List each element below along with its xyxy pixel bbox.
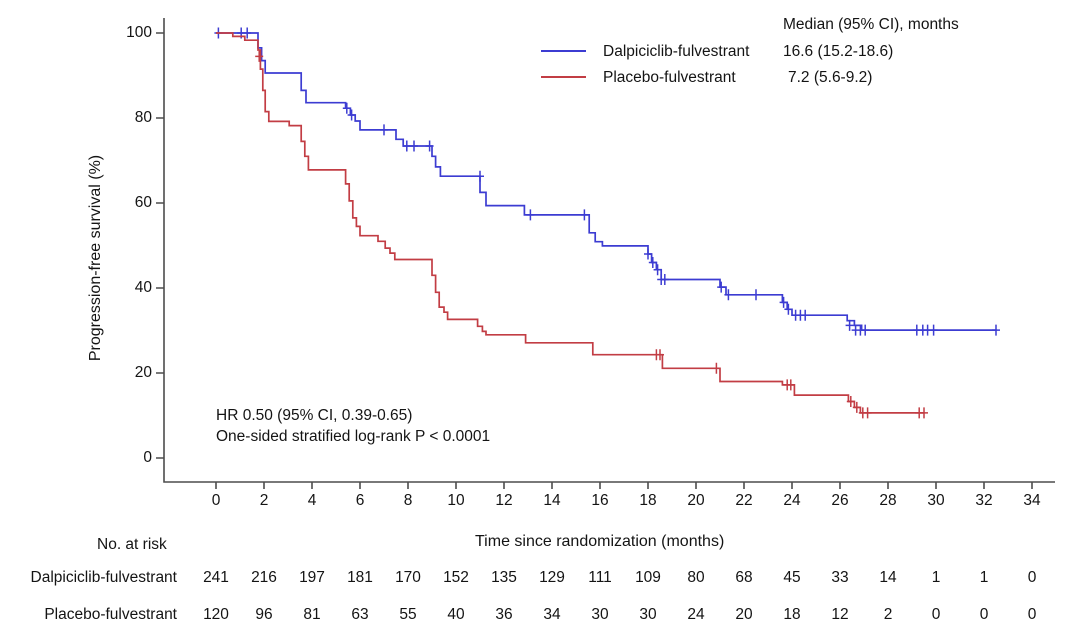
risk-count-dalpiciclib: 197 [299, 569, 325, 586]
y-tick-label: 80 [134, 109, 152, 126]
legend-swatch-dalpiciclib [541, 50, 586, 53]
risk-count-placebo: 96 [255, 606, 273, 623]
risk-count-placebo: 30 [639, 606, 657, 623]
risk-count-placebo: 55 [399, 606, 417, 623]
risk-count-placebo: 2 [883, 606, 893, 623]
legend-median-dalpiciclib: 16.6 (15.2-18.6) [783, 43, 894, 60]
risk-count-placebo: 0 [1027, 606, 1037, 623]
x-tick-label: 26 [831, 492, 849, 509]
x-tick-label: 14 [543, 492, 561, 509]
risk-count-dalpiciclib: 33 [831, 569, 849, 586]
x-tick-label: 8 [403, 492, 413, 509]
risk-count-dalpiciclib: 181 [347, 569, 373, 586]
risk-count-dalpiciclib: 1 [931, 569, 941, 586]
risk-count-placebo: 81 [303, 606, 321, 623]
y-tick-label: 60 [134, 194, 152, 211]
risk-count-dalpiciclib: 111 [588, 569, 612, 586]
risk-count-placebo: 30 [591, 606, 609, 623]
x-tick-label: 24 [783, 492, 801, 509]
y-tick-label: 100 [126, 24, 152, 41]
risk-count-dalpiciclib: 14 [879, 569, 897, 586]
legend-header: Median (95% CI), months [783, 16, 959, 33]
risk-count-placebo: 40 [447, 606, 465, 623]
risk-row-label-placebo: Placebo-fulvestrant [44, 606, 177, 623]
risk-count-dalpiciclib: 109 [635, 569, 661, 586]
y-tick-label: 20 [134, 364, 152, 381]
y-axis-title: Progression-free survival (%) [87, 154, 104, 362]
risk-count-placebo: 36 [495, 606, 513, 623]
risk-count-dalpiciclib: 68 [735, 569, 753, 586]
legend-median-placebo: 7.2 (5.6-9.2) [788, 69, 873, 86]
x-tick-label: 6 [355, 492, 365, 509]
legend-label-placebo: Placebo-fulvestrant [603, 69, 736, 86]
x-tick-label: 16 [591, 492, 609, 509]
y-tick-label: 40 [134, 279, 152, 296]
risk-count-dalpiciclib: 1 [979, 569, 989, 586]
x-tick-label: 34 [1023, 492, 1041, 509]
risk-count-placebo: 20 [735, 606, 753, 623]
x-tick-label: 28 [879, 492, 897, 509]
hazard-ratio-annotation: HR 0.50 (95% CI, 0.39-0.65) [216, 407, 413, 424]
legend-swatch-placebo [541, 76, 586, 79]
x-tick-label: 30 [927, 492, 945, 509]
risk-count-placebo: 18 [783, 606, 801, 623]
axis-tick-marks [156, 32, 1033, 489]
x-axis-title: Time since randomization (months) [475, 533, 725, 550]
x-tick-label: 32 [975, 492, 993, 509]
risk-count-dalpiciclib: 45 [783, 569, 801, 586]
risk-count-dalpiciclib: 152 [443, 569, 469, 586]
censor-marks-placebo [255, 50, 928, 419]
x-tick-label: 0 [211, 492, 221, 509]
x-tick-label: 20 [687, 492, 705, 509]
risk-count-dalpiciclib: 80 [687, 569, 705, 586]
risk-count-dalpiciclib: 0 [1027, 569, 1037, 586]
risk-table-title: No. at risk [97, 536, 167, 553]
risk-count-dalpiciclib: 129 [539, 569, 565, 586]
x-tick-label: 12 [495, 492, 513, 509]
risk-count-dalpiciclib: 241 [203, 569, 229, 586]
x-tick-label: 4 [307, 492, 317, 509]
risk-count-placebo: 34 [543, 606, 561, 623]
risk-count-placebo: 0 [931, 606, 941, 623]
km-curve-placebo [216, 32, 924, 414]
risk-row-label-dalpiciclib: Dalpiciclib-fulvestrant [30, 569, 177, 586]
x-tick-label: 22 [735, 492, 753, 509]
risk-count-dalpiciclib: 216 [251, 569, 277, 586]
logrank-annotation: One-sided stratified log-rank P < 0.0001 [216, 428, 491, 445]
x-tick-label: 18 [639, 492, 657, 509]
risk-count-dalpiciclib: 170 [395, 569, 421, 586]
risk-count-placebo: 24 [687, 606, 705, 623]
risk-count-placebo: 12 [831, 606, 849, 623]
risk-count-placebo: 0 [979, 606, 989, 623]
x-tick-label: 2 [259, 492, 269, 509]
risk-count-dalpiciclib: 135 [491, 569, 517, 586]
axes-line [163, 18, 1055, 483]
x-tick-label: 10 [447, 492, 465, 509]
legend-label-dalpiciclib: Dalpiciclib-fulvestrant [603, 43, 750, 60]
risk-count-placebo: 63 [351, 606, 369, 623]
risk-count-placebo: 120 [203, 606, 229, 623]
y-tick-label: 0 [143, 449, 152, 466]
